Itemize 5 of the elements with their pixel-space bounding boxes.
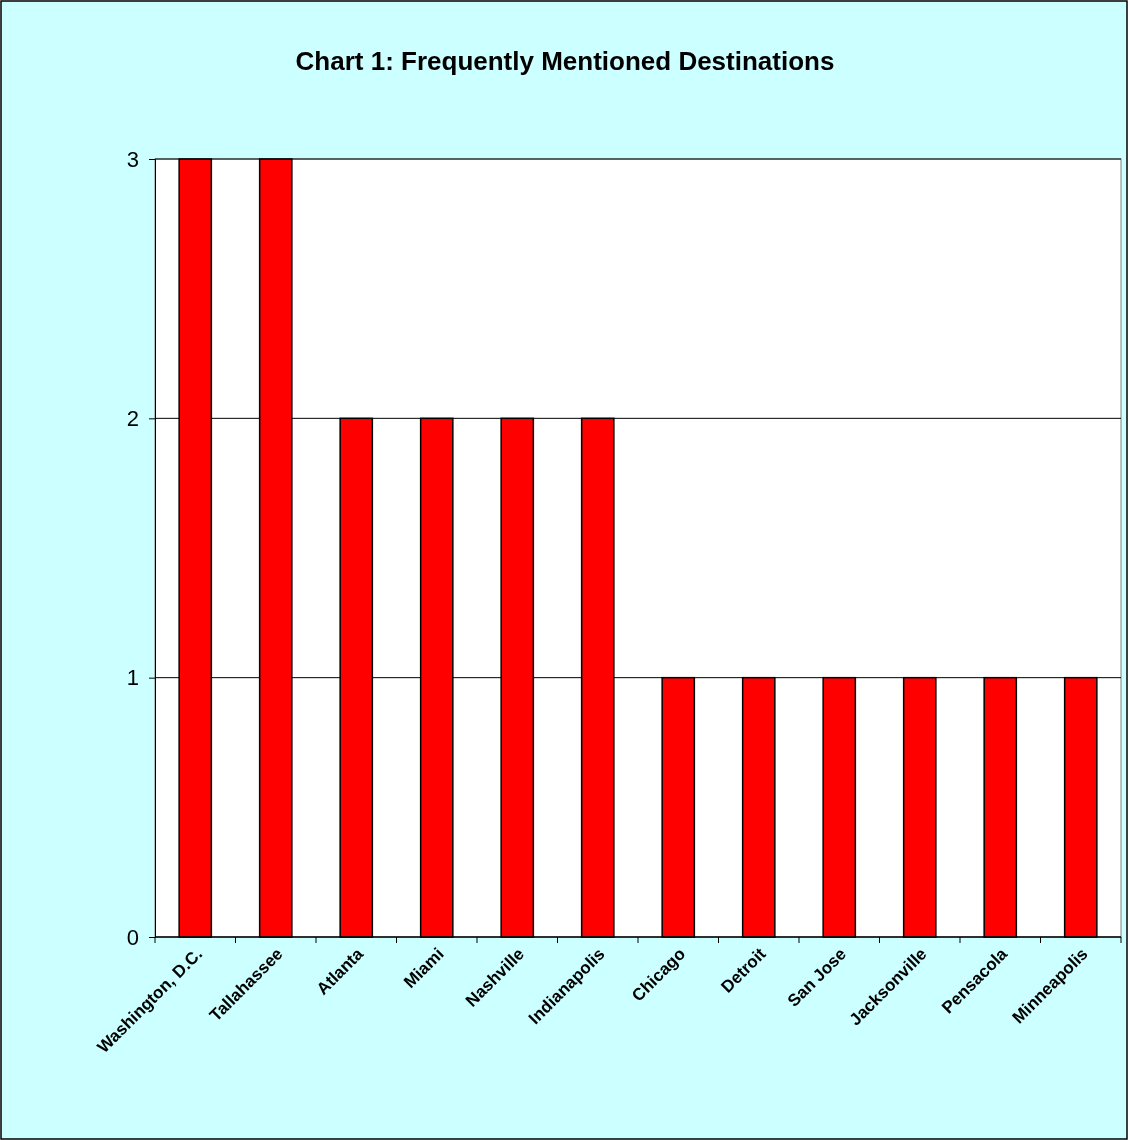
y-tick-label: 0: [126, 924, 139, 950]
y-tick-label: 1: [126, 665, 139, 691]
chart-title: Chart 1: Frequently Mentioned Destinations: [295, 46, 835, 76]
y-tick-label: 3: [126, 146, 139, 172]
y-tick-label: 2: [126, 405, 139, 431]
